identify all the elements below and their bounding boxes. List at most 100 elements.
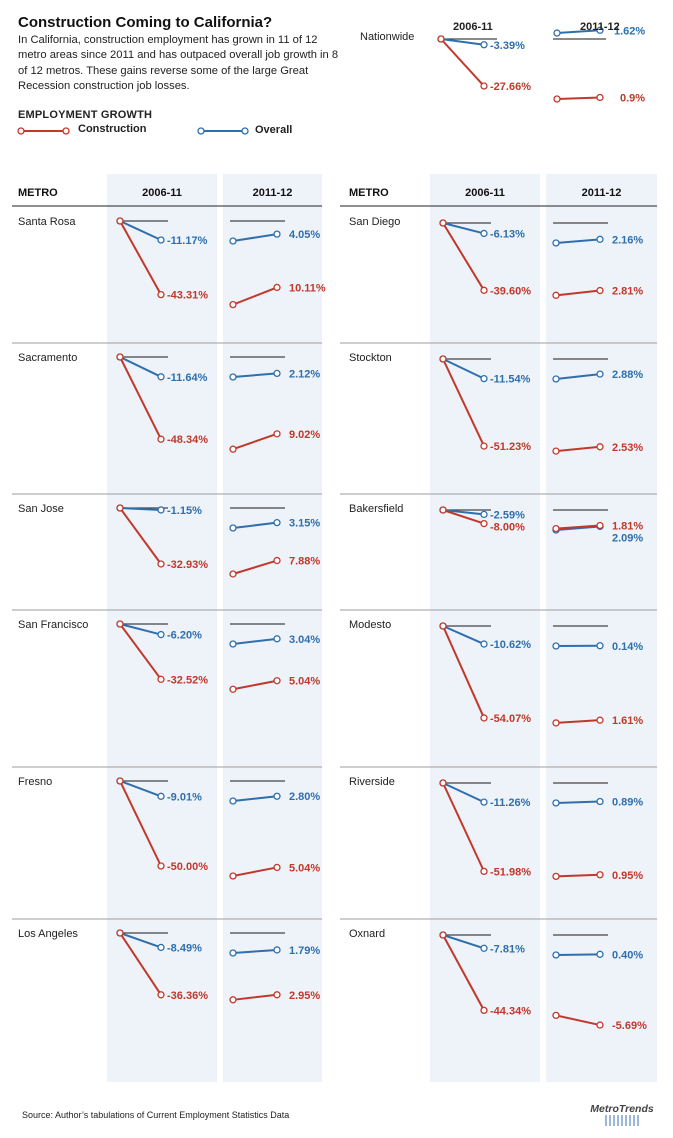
stockton-2006-11-construction-label: -51.23% (490, 441, 531, 453)
los-angeles-2006-11-construction-start-point (116, 929, 124, 937)
stockton-2006-11-overall-line (442, 358, 485, 380)
metro-row-oxnard: Oxnard -7.81% -44.34% 0.40% -5.69% (340, 918, 657, 1032)
riverside-2006-11-construction-start-point (439, 779, 447, 787)
riverside-2011-12-overall-end-point (596, 797, 604, 806)
stockton-2006-11-construction-end-point (480, 442, 488, 450)
riverside-2011-12-construction-line (555, 873, 601, 878)
fresno-2011-12-overall-start-point (229, 797, 237, 805)
nationwide-2006-11-construction-label: -27.66% (490, 81, 531, 93)
san-francisco-2006-11-construction-end-point (157, 675, 165, 683)
legend-construction-label: Construction (78, 123, 147, 135)
modesto-2006-11-overall-label: -10.62% (490, 639, 531, 651)
modesto-name: Modesto (349, 619, 391, 631)
nationwide-2006-11-construction-end-point (480, 82, 488, 90)
oxnard-2006-11-construction-line (442, 934, 485, 1011)
san-francisco-2006-11-construction-label: -32.52% (167, 674, 208, 686)
santa-rosa-2011-12-overall-end-point (273, 230, 281, 238)
san-diego-2006-11-construction-start-point (439, 219, 447, 227)
riverside-2011-12-construction-start-point (552, 872, 560, 881)
stockton-2011-12-overall-line (555, 373, 601, 380)
santa-rosa-2006-11-overall-line (119, 220, 162, 241)
page-title: Construction Coming to California? (18, 14, 273, 31)
fresno-2011-12-construction-line (232, 866, 278, 877)
metro-row-los-angeles: Los Angeles -8.49% -36.36% 1.79% 2.95% (12, 918, 322, 1004)
modesto-2011-12-construction-start-point (552, 719, 560, 727)
los-angeles-2006-11-construction-line (119, 932, 162, 996)
san-jose-2011-12-overall-end-point (273, 518, 281, 527)
los-angeles-2011-12-overall-line (232, 948, 278, 954)
san-jose-2011-12-overall-line (232, 521, 278, 529)
bakersfield-2006-11-construction-end-point (480, 519, 488, 528)
nationwide-2011-12-overall-label: 1.62% (614, 25, 645, 37)
modesto-2006-11-overall-end-point (480, 640, 488, 648)
sacramento-2006-11-construction-end-point (157, 435, 165, 443)
right-header-metro: METRO (349, 187, 389, 199)
fresno-name: Fresno (18, 776, 52, 788)
nationwide-2006-11-overall-label: -3.39% (490, 40, 525, 52)
los-angeles-2011-12-overall-start-point (229, 949, 237, 957)
san-diego-2006-11-construction-end-point (480, 286, 488, 294)
san-jose-2006-11-overall-label: -1.15% (167, 505, 202, 517)
sacramento-2011-12-overall-label: 2.12% (289, 368, 320, 380)
nationwide-2006-11-overall-end-point (480, 41, 488, 49)
san-jose-2011-12-construction-line (232, 559, 278, 575)
los-angeles-2011-12-overall-end-point (273, 946, 281, 954)
metro-row-bakersfield: Bakersfield -2.59%-8.00% 2.09%1.81% (340, 493, 657, 545)
san-francisco-name: San Francisco (18, 619, 88, 631)
fresno-2006-11-construction-line (119, 780, 162, 867)
metro-row-san-jose: San Jose -1.15% -32.93% 3.15% 7.88% (12, 493, 322, 578)
los-angeles-2006-11-overall-line (119, 932, 162, 949)
santa-rosa-2011-12-construction-line (232, 286, 278, 306)
stockton-2011-12-construction-line (555, 445, 601, 453)
bakersfield-2011-12-construction-end-point (596, 521, 604, 530)
nationwide-2011-12-construction-start-point (553, 95, 561, 103)
right-panel-2011-12 (546, 174, 657, 1082)
riverside-2006-11-construction-line (442, 782, 485, 872)
bakersfield-2006-11-construction-line (442, 509, 485, 525)
oxnard-2006-11-overall-line (442, 934, 485, 950)
los-angeles-2006-11-construction-label: -36.36% (167, 990, 208, 1002)
santa-rosa-2006-11-construction-end-point (157, 290, 165, 299)
modesto-2006-11-construction-start-point (439, 622, 447, 630)
san-jose-2006-11-construction-label: -32.93% (167, 559, 208, 571)
oxnard-2006-11-overall-end-point (480, 944, 488, 952)
sacramento-2006-11-overall-label: -11.64% (167, 372, 208, 384)
fresno-2006-11-overall-line (119, 780, 162, 798)
metro-row-san-francisco: San Francisco -6.20% -32.52% 3.04% 5.04% (12, 609, 322, 693)
riverside-2006-11-construction-end-point (480, 867, 488, 876)
santa-rosa-2006-11-overall-end-point (157, 236, 165, 244)
bakersfield-2006-11-overall-end-point (480, 510, 488, 519)
san-diego-2011-12-construction-line (555, 289, 601, 297)
nationwide-header-2006-11: 2006-11 (453, 21, 493, 33)
riverside-2011-12-construction-end-point (596, 871, 604, 879)
stockton-name: Stockton (349, 352, 392, 364)
san-diego-2011-12-overall-start-point (552, 239, 560, 247)
bakersfield-2011-12-construction-start-point (552, 524, 560, 533)
san-jose-2011-12-construction-label: 7.88% (289, 556, 320, 568)
legend (17, 127, 249, 135)
legend-overall-start (197, 127, 205, 135)
left-panel-2011-12 (223, 174, 322, 1082)
legend-overall-label: Overall (255, 124, 293, 136)
san-jose-2006-11-construction-end-point (157, 560, 165, 568)
santa-rosa-2011-12-overall-start-point (229, 237, 237, 245)
san-diego-2006-11-construction-line (442, 222, 485, 291)
sacramento-2006-11-overall-line (119, 356, 162, 378)
santa-rosa-name: Santa Rosa (18, 216, 76, 228)
sacramento-2011-12-overall-end-point (273, 369, 281, 378)
san-francisco-2006-11-overall-end-point (157, 630, 165, 639)
brand-logo: MetroTrends (583, 1103, 661, 1127)
sacramento-name: Sacramento (18, 352, 77, 364)
nationwide-2011-12-overall-end-point (596, 26, 604, 34)
legend-construction-start (17, 127, 25, 135)
fresno-2006-11-construction-start-point (116, 777, 124, 785)
intro-text: In California, construction employment h… (18, 34, 339, 92)
modesto-2006-11-construction-line (442, 625, 485, 719)
sacramento-2011-12-construction-end-point (273, 430, 281, 438)
fresno-2006-11-construction-end-point (157, 862, 165, 870)
fresno-2011-12-construction-end-point (273, 863, 281, 872)
san-diego-name: San Diego (349, 216, 400, 228)
fresno-2011-12-overall-end-point (273, 792, 281, 800)
san-diego-2006-11-overall-label: -6.13% (490, 228, 525, 240)
fresno-2006-11-construction-label: -50.00% (167, 861, 208, 873)
